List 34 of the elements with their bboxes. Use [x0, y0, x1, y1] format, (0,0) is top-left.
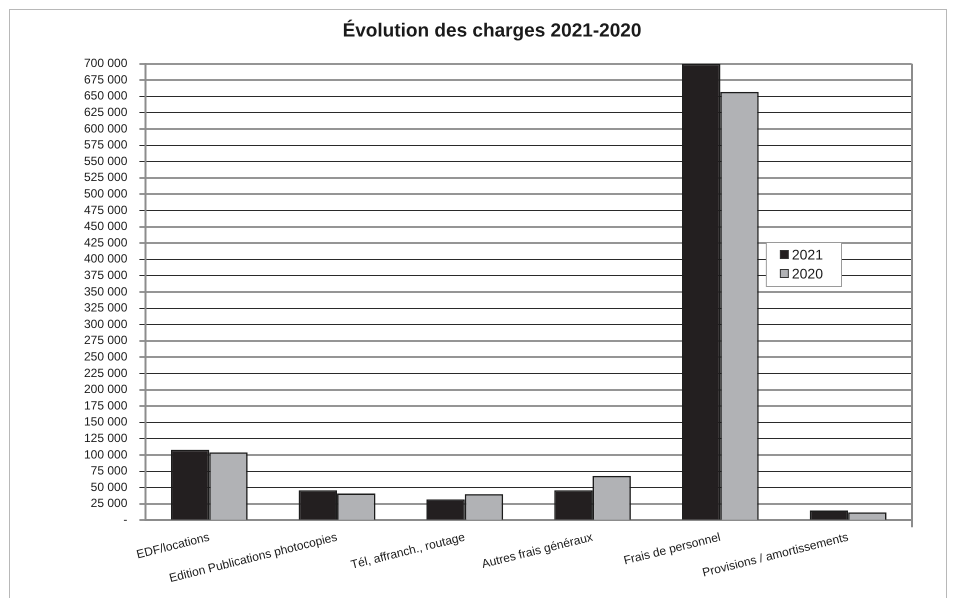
legend-label: 2021 [792, 246, 824, 262]
y-tick-label: 125 000 [84, 431, 128, 446]
y-tick-label: 500 000 [84, 186, 128, 201]
y-tick-label: 50 000 [90, 480, 128, 494]
y-tick-label: 175 000 [84, 398, 128, 412]
x-tick-label: Autres frais généraux [480, 530, 594, 571]
y-tick-label: 700 000 [84, 56, 128, 70]
y-tick-label: 350 000 [84, 284, 128, 298]
y-tick-label: 100 000 [84, 447, 128, 462]
y-tick-label: 300 000 [84, 316, 128, 331]
y-tick-label: 675 000 [84, 72, 128, 86]
y-tick-label: 625 000 [84, 105, 128, 120]
y-tick-label: - [123, 512, 128, 527]
x-tick-label: Tél, affranch., routage [349, 530, 467, 572]
y-tick-label: 450 000 [84, 219, 128, 234]
y-tick-label: 525 000 [84, 170, 128, 184]
y-tick-label: 275 000 [84, 333, 128, 348]
y-tick-label: 600 000 [84, 121, 128, 136]
y-tick-label: 425 000 [84, 235, 128, 250]
y-tick-label: 325 000 [84, 300, 128, 315]
y-tick-label: 550 000 [84, 154, 128, 168]
y-tick-label: 375 000 [84, 268, 128, 282]
y-tick-label: 575 000 [84, 138, 128, 152]
y-tick-label: 225 000 [84, 366, 128, 380]
y-tick-label: 150 000 [84, 414, 128, 429]
y-tick-label: 475 000 [84, 202, 128, 217]
legend-label: 2020 [792, 265, 824, 282]
y-tick-label: 200 000 [84, 382, 128, 396]
y-tick-label: 75 000 [90, 464, 128, 478]
chart-title: Évolution des charges 2021-2020 [342, 20, 642, 42]
y-tick-label: 650 000 [84, 88, 128, 103]
y-tick-label: 25 000 [90, 496, 128, 510]
y-tick-label: 250 000 [84, 350, 128, 364]
y-tick-label: 400 000 [84, 252, 128, 266]
